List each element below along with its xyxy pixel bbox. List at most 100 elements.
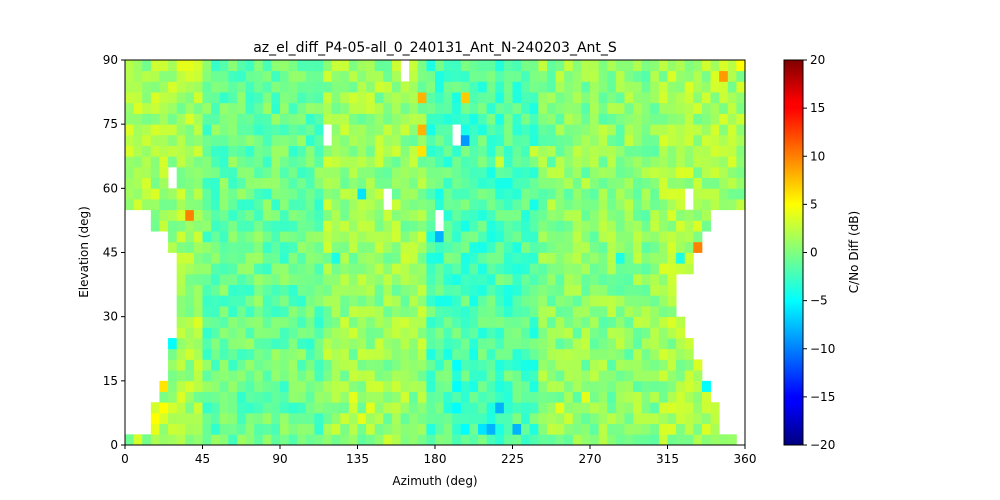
- heatmap-cell: [331, 327, 341, 339]
- heatmap-cell: [280, 231, 290, 243]
- heatmap-cell: [219, 391, 229, 403]
- heatmap-cell: [435, 380, 445, 392]
- heatmap-cell: [469, 241, 479, 253]
- heatmap-cell: [529, 434, 539, 446]
- heatmap-cell: [590, 145, 600, 157]
- heatmap-cell: [469, 252, 479, 264]
- heatmap-cell: [409, 305, 419, 318]
- heatmap-cell: [228, 316, 238, 328]
- heatmap-cell: [624, 316, 634, 328]
- heatmap-cell: [211, 327, 221, 339]
- heatmap-cell: [658, 166, 668, 179]
- heatmap-cell: [391, 124, 401, 136]
- heatmap-cell: [417, 81, 427, 93]
- heatmap-cell: [676, 338, 686, 350]
- heatmap-cell: [701, 124, 711, 136]
- heatmap-cell: [211, 273, 221, 285]
- heatmap-cell: [435, 81, 445, 93]
- x-axis-label: Azimuth (deg): [392, 474, 477, 488]
- heatmap-cell: [254, 156, 264, 168]
- heatmap-cell: [555, 60, 565, 72]
- heatmap-cell: [495, 316, 505, 328]
- heatmap-cell: [193, 263, 203, 275]
- heatmap-cell: [374, 124, 384, 136]
- heatmap-cell: [426, 434, 436, 446]
- heatmap-cell: [503, 412, 513, 425]
- heatmap-cell: [245, 231, 255, 243]
- heatmap-cell: [658, 60, 668, 72]
- heatmap-cell: [185, 316, 195, 328]
- heatmap-cell: [391, 273, 401, 285]
- heatmap-cell: [693, 70, 703, 82]
- heatmap-cell: [650, 273, 660, 285]
- heatmap-cell: [417, 402, 427, 414]
- heatmap-cell: [271, 220, 281, 232]
- heatmap-cell: [176, 124, 186, 136]
- heatmap-cell: [435, 231, 445, 243]
- heatmap-cell: [615, 177, 625, 189]
- heatmap-cell: [202, 102, 212, 114]
- heatmap-cell: [340, 220, 350, 232]
- heatmap-cell: [176, 273, 186, 285]
- heatmap-cell: [719, 145, 729, 157]
- heatmap-cell: [314, 231, 324, 243]
- heatmap-cell: [650, 263, 660, 275]
- heatmap-cell: [572, 145, 582, 157]
- heatmap-cell: [236, 102, 246, 114]
- heatmap-cell: [305, 92, 315, 104]
- heatmap-cell: [710, 177, 720, 189]
- heatmap-cell: [305, 380, 315, 392]
- heatmap-cell: [133, 92, 143, 104]
- heatmap-cell: [615, 220, 625, 232]
- heatmap-cell: [701, 60, 711, 72]
- heatmap-cell: [305, 305, 315, 318]
- heatmap-cell: [693, 134, 703, 146]
- heatmap-cell: [546, 199, 556, 211]
- heatmap-cell: [538, 113, 548, 125]
- heatmap-cell: [469, 348, 479, 360]
- heatmap-cell: [503, 316, 513, 328]
- heatmap-cell: [305, 231, 315, 243]
- heatmap-cell: [590, 70, 600, 82]
- heatmap-cell: [383, 60, 393, 72]
- x-tick-label: 360: [734, 452, 757, 466]
- heatmap-cell: [185, 380, 195, 392]
- heatmap-cell: [512, 70, 522, 82]
- heatmap-cell: [650, 327, 660, 339]
- heatmap-cell: [727, 60, 737, 72]
- heatmap-cell: [331, 156, 341, 168]
- heatmap-cell: [503, 134, 513, 146]
- heatmap-cell: [426, 188, 436, 200]
- heatmap-cell: [426, 305, 436, 318]
- heatmap-cell: [280, 402, 290, 414]
- heatmap-cell: [512, 102, 522, 114]
- heatmap-cell: [202, 199, 212, 211]
- heatmap-cell: [366, 273, 376, 285]
- heatmap-cell: [503, 338, 513, 350]
- heatmap-cell: [650, 156, 660, 168]
- heatmap-cell: [469, 188, 479, 200]
- heatmap-cell: [512, 380, 522, 392]
- heatmap-cell: [650, 305, 660, 318]
- heatmap-cell: [555, 402, 565, 414]
- heatmap-cell: [598, 156, 608, 168]
- heatmap-cell: [236, 92, 246, 104]
- heatmap-cell: [133, 156, 143, 168]
- heatmap-cell: [271, 284, 281, 296]
- heatmap-cell: [590, 273, 600, 285]
- heatmap-cell: [521, 102, 531, 114]
- heatmap-cell: [521, 316, 531, 328]
- heatmap-cell: [469, 412, 479, 425]
- heatmap-cell: [331, 423, 341, 435]
- heatmap-cell: [546, 134, 556, 146]
- heatmap-cell: [125, 188, 135, 200]
- heatmap-cell: [641, 92, 651, 104]
- heatmap-cell: [667, 145, 677, 157]
- heatmap-cell: [624, 166, 634, 179]
- heatmap-cell: [452, 199, 462, 211]
- heatmap-cell: [168, 370, 178, 382]
- heatmap-cell: [486, 391, 496, 403]
- heatmap-cell: [676, 359, 686, 371]
- heatmap-cell: [624, 209, 634, 221]
- heatmap-cell: [650, 402, 660, 414]
